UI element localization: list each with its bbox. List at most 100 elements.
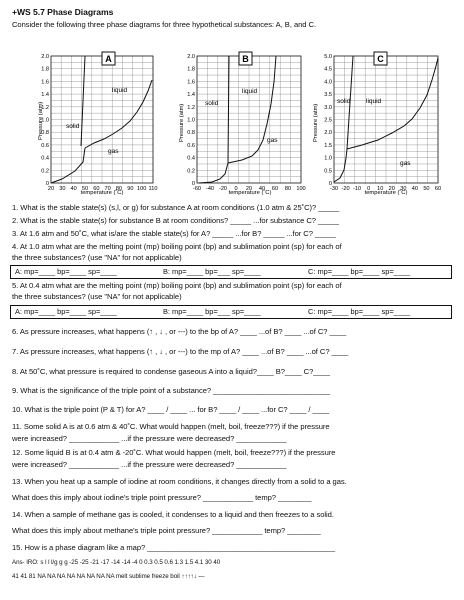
curve-a-solid-liquid xyxy=(80,55,86,147)
question-7: 7. As pressure increases, what happens (… xyxy=(12,347,349,356)
curve-b-vaporization xyxy=(227,55,277,164)
y-tick-label: 1.2 xyxy=(41,105,49,111)
y-tick-label: 1.2 xyxy=(187,105,195,111)
y-tick-label: 0.4 xyxy=(41,156,49,162)
answer-box-4: A: mp=____ bp=____ sp=____ B: mp=____ bp… xyxy=(10,265,452,279)
y-tick-label: 0 xyxy=(192,181,195,187)
question-13-line-1: 13. When you heat up a sample of iodine … xyxy=(12,477,347,486)
question-5-line-2: the three substances? (use "NA" for not … xyxy=(12,292,182,301)
y-tick-label: 0.2 xyxy=(41,168,49,174)
y-tick-label: 0 xyxy=(46,181,49,187)
question-5-line-1: 5. At 0.4 atm what are the melting point… xyxy=(12,281,342,290)
question-12-line-1: 12. Some liquid B is at 0.4 atm & -20˚C.… xyxy=(12,448,336,457)
y-tick-label: 0.6 xyxy=(187,143,195,149)
y-tick-label: 2.0 xyxy=(324,130,332,136)
diagram-b-x-axis-label: temperature (˚C) xyxy=(229,189,272,196)
worksheet-title: +WS 5.7 Phase Diagrams xyxy=(12,7,114,17)
y-tick-label: 0.6 xyxy=(41,143,49,149)
phase-diagram-b: B liquid solid gas Pressure (atm) temper… xyxy=(179,51,306,196)
x-tick-label: 40 xyxy=(259,186,265,192)
answer-box-4-c: C: mp=____ bp=____ sp=____ xyxy=(308,267,411,276)
x-tick-label: 60 xyxy=(435,186,441,192)
x-tick-label: -20 xyxy=(342,186,350,192)
y-tick-label: 0.4 xyxy=(187,156,195,162)
y-tick-label: 0.5 xyxy=(324,168,332,174)
question-9: 9. What is the significance of the tripl… xyxy=(12,386,330,395)
y-tick-label: 0.8 xyxy=(187,130,195,136)
curve-c-sublimation xyxy=(333,148,348,183)
diagram-a-x-axis-label: temperature (˚C) xyxy=(81,189,124,196)
y-tick-label: 1.0 xyxy=(324,156,332,162)
x-tick-label: -30 xyxy=(330,186,338,192)
grid-a xyxy=(51,56,153,183)
y-tick-label: 4.5 xyxy=(324,67,332,73)
diagram-a-letter: A xyxy=(105,54,112,64)
diagram-b-x-ticks: -60 -40 -20 0 20 40 60 80 100 xyxy=(193,186,306,192)
grid-b xyxy=(197,56,301,183)
question-2: 2. What is the stable state(s) for subst… xyxy=(12,216,339,225)
x-tick-label: 110 xyxy=(149,186,158,192)
answer-box-5-c: C: mp=____ bp=____ sp=____ xyxy=(308,307,411,316)
x-tick-label: 0 xyxy=(367,186,370,192)
diagram-b-y-axis-label: Pressure (atm) xyxy=(179,104,185,142)
answer-box-4-a: A: mp=____ bp=____ sp=____ xyxy=(15,267,117,276)
x-tick-label: 30 xyxy=(59,186,65,192)
diagram-c-x-ticks: -30 -20 -10 0 10 20 30 40 50 60 xyxy=(330,186,441,192)
x-tick-label: 70 xyxy=(105,186,111,192)
question-11-line-2: were increased? ____________ ...if the p… xyxy=(12,434,287,443)
question-15: 15. How is a phase diagram like a map? _… xyxy=(12,543,336,552)
x-tick-label: -20 xyxy=(219,186,227,192)
question-12-line-2: were increased? ____________ ...if the p… xyxy=(12,460,287,469)
x-tick-label: 20 xyxy=(246,186,252,192)
diagram-c-y-ticks: 0 0.5 1.0 1.5 2.0 2.5 3.0 3.5 4.0 4.5 5.0 xyxy=(324,54,332,187)
x-tick-label: -10 xyxy=(353,186,361,192)
phase-diagrams: A liquid solid gas Pressure (atm) temper… xyxy=(38,51,441,196)
diagram-a-y-ticks: 0 0.2 0.4 0.6 0.8 1.0 1.2 1.4 1.6 1.8 2.0 xyxy=(41,54,49,187)
diagram-a-liquid-label: liquid xyxy=(112,87,128,94)
x-tick-label: 20 xyxy=(48,186,54,192)
y-tick-label: 1.0 xyxy=(187,118,195,124)
question-13-line-2: What does this imply about iodine's trip… xyxy=(12,493,312,502)
x-tick-label: 90 xyxy=(127,186,133,192)
answer-key-line-1: Ans- IRO: s l l l/g g g -25 -25 -21 -17 … xyxy=(12,559,221,566)
diagram-a-solid-label: solid xyxy=(66,123,80,130)
y-tick-label: 3.5 xyxy=(324,92,332,98)
x-tick-label: 80 xyxy=(285,186,291,192)
curve-c-solid-liquid xyxy=(346,55,354,150)
x-tick-label: 0 xyxy=(234,186,237,192)
question-4-line-2: the three substances? (use "NA" for not … xyxy=(12,253,182,262)
y-tick-label: 0.8 xyxy=(41,130,49,136)
y-tick-label: 1.4 xyxy=(41,92,49,98)
x-tick-label: 40 xyxy=(412,186,418,192)
x-tick-label: 100 xyxy=(296,186,305,192)
diagram-b-letter: B xyxy=(242,54,249,64)
x-tick-label: 60 xyxy=(93,186,99,192)
question-10: 10. What is the triple point (P & T) for… xyxy=(12,405,330,414)
diagram-c-x-axis-label: temperature (˚C) xyxy=(365,189,408,196)
x-tick-label: 80 xyxy=(116,186,122,192)
answer-box-4-b: B: mp=____ bp=___ sp=____ xyxy=(163,267,261,276)
question-11-line-1: 11. Some solid A is at 0.6 atm & 40˚C. W… xyxy=(12,422,330,431)
y-tick-label: 1.5 xyxy=(324,143,332,149)
diagram-b-y-ticks: 0 0.2 0.4 0.6 0.8 1.0 1.2 1.4 1.6 1.8 2.0 xyxy=(187,54,195,187)
curve-c-vaporization xyxy=(346,57,439,150)
diagram-a-y-axis-label: Pressure (atm) xyxy=(38,102,44,140)
curve-b-solid-liquid xyxy=(227,55,230,164)
answer-key-line-2: 41 41 81 NA NA NA NA NA NA NA NA melt su… xyxy=(12,573,205,580)
y-tick-label: 1.6 xyxy=(41,79,49,85)
answer-box-5-b: B: mp=____ bp=___ sp=____ xyxy=(163,307,261,316)
diagram-c-solid-label: solid xyxy=(337,98,351,105)
x-tick-label: 100 xyxy=(137,186,146,192)
x-tick-label: 10 xyxy=(377,186,383,192)
phase-diagram-c: C liquid solid gas Pressure (atm) temper… xyxy=(313,51,441,196)
y-tick-label: 2.0 xyxy=(41,54,49,60)
y-tick-label: 1.0 xyxy=(41,118,49,124)
x-tick-label: 50 xyxy=(423,186,429,192)
diagram-c-liquid-label: liquid xyxy=(366,98,382,105)
question-3: 3. At 1.6 atm and 50˚C, what is/are the … xyxy=(12,229,336,238)
grid-c xyxy=(334,56,438,183)
x-tick-label: -60 xyxy=(193,186,201,192)
y-tick-label: 1.8 xyxy=(41,67,49,73)
y-tick-label: 1.4 xyxy=(187,92,195,98)
